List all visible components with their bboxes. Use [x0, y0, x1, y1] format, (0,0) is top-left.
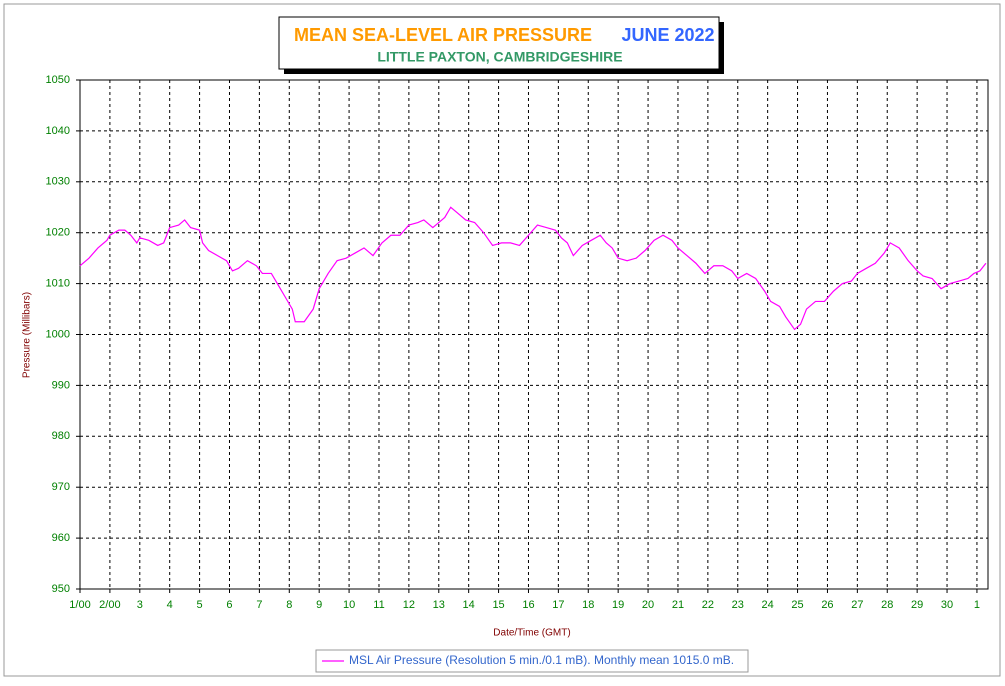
title-box	[278, 16, 720, 70]
chart-period: JUNE 2022	[621, 25, 714, 45]
y-tick-label: 990	[52, 379, 70, 391]
chart-title: MEAN SEA-LEVEL AIR PRESSURE	[294, 25, 592, 45]
x-tick-label: 2/00	[99, 599, 120, 611]
y-tick-label: 1010	[46, 278, 70, 290]
x-tick-label: 28	[881, 599, 893, 611]
frame	[3, 3, 1001, 677]
y-tick-label: 980	[52, 430, 70, 442]
x-tick-label: 1/00	[69, 599, 90, 611]
x-tick-label: 6	[226, 599, 232, 611]
y-axis-label: Pressure (Millibars)	[22, 292, 33, 378]
y-tick-label: 1000	[46, 328, 70, 340]
x-tick-label: 23	[732, 599, 744, 611]
x-tick-label: 19	[612, 599, 624, 611]
x-tick-label: 21	[672, 599, 684, 611]
y-tick-label: 1030	[46, 176, 70, 188]
x-tick-label: 20	[642, 599, 654, 611]
x-tick-label: 27	[851, 599, 863, 611]
x-tick-label: 18	[582, 599, 594, 611]
x-tick-label: 3	[137, 599, 143, 611]
x-tick-label: 29	[911, 599, 923, 611]
x-tick-label: 17	[552, 599, 564, 611]
chart-subtitle: LITTLE PAXTON, CAMBRIDGESHIRE	[377, 49, 622, 65]
legend-box	[315, 649, 749, 673]
x-tick-label: 14	[463, 599, 475, 611]
y-tick-label: 1040	[46, 125, 70, 137]
x-tick-label: 16	[522, 599, 534, 611]
x-tick-label: 8	[286, 599, 292, 611]
legend-label: MSL Air Pressure (Resolution 5 min./0.1 …	[349, 653, 734, 667]
x-tick-label: 26	[821, 599, 833, 611]
x-tick-label: 10	[343, 599, 355, 611]
x-tick-label: 30	[941, 599, 953, 611]
x-tick-label: 11	[373, 599, 384, 611]
x-tick-label: 4	[167, 599, 173, 611]
x-tick-label: 5	[197, 599, 203, 611]
plot-area	[79, 79, 989, 590]
y-tick-label: 970	[52, 481, 70, 493]
data-line	[79, 206, 987, 331]
x-tick-label: 15	[492, 599, 504, 611]
x-tick-label: 1	[974, 599, 980, 611]
y-tick-label: 960	[52, 532, 70, 544]
x-tick-label: 22	[702, 599, 714, 611]
y-tick-label: 1050	[46, 74, 70, 86]
x-tick-label: 24	[762, 599, 774, 611]
x-tick-label: 13	[433, 599, 445, 611]
x-tick-label: 9	[316, 599, 322, 611]
x-axis-label: Date/Time (GMT)	[493, 628, 570, 639]
y-tick-label: 950	[52, 583, 70, 595]
y-tick-label: 1020	[46, 227, 70, 239]
x-tick-label: 12	[403, 599, 415, 611]
x-tick-label: 25	[791, 599, 803, 611]
x-tick-label: 7	[256, 599, 262, 611]
